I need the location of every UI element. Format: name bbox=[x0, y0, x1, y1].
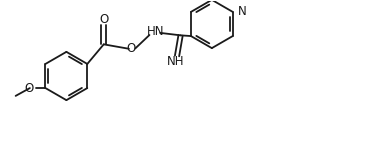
Text: NH: NH bbox=[167, 55, 185, 68]
Text: N: N bbox=[238, 5, 247, 18]
Text: O: O bbox=[99, 13, 108, 26]
Text: O: O bbox=[25, 82, 34, 95]
Text: O: O bbox=[127, 41, 136, 55]
Text: HN: HN bbox=[147, 25, 165, 38]
